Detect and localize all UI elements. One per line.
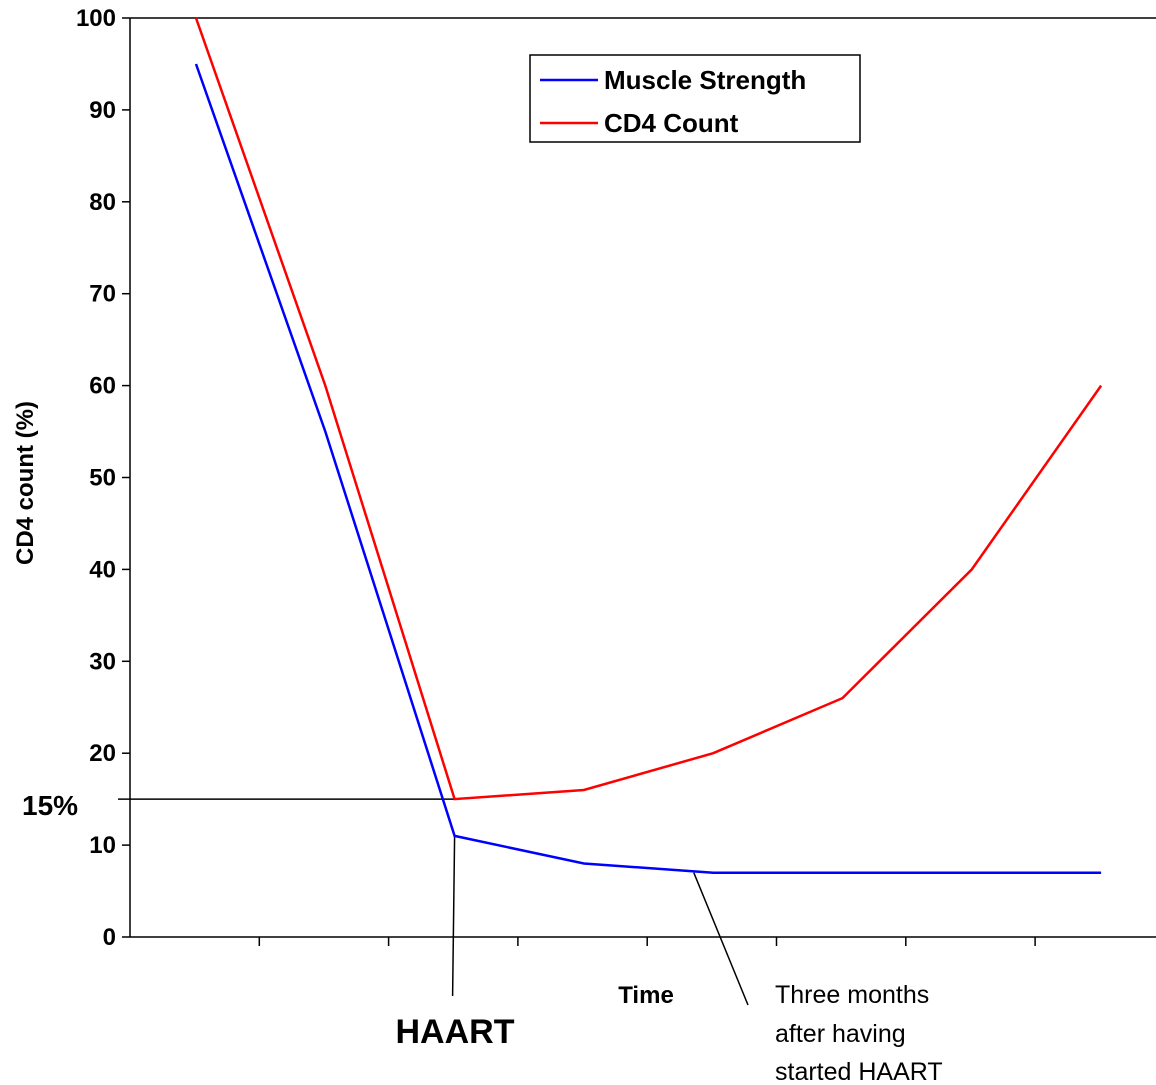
note-line-3: started HAART xyxy=(775,1058,943,1085)
y-ticks: 0 10 20 30 40 50 60 70 80 90 100 xyxy=(76,5,130,951)
y-tick-label-20: 20 xyxy=(89,740,116,767)
y-tick-label-60: 60 xyxy=(89,373,116,400)
haart-pointer-line xyxy=(451,835,456,997)
annotation-lines xyxy=(118,798,749,1006)
series-line-muscle-strength xyxy=(194,63,1102,874)
x-ticks xyxy=(258,937,1036,946)
threshold-label: 15% xyxy=(22,790,78,821)
y-tick-label-10: 10 xyxy=(89,832,116,859)
y-tick-label-0: 0 xyxy=(103,924,116,951)
legend: Muscle Strength CD4 Count xyxy=(529,54,861,143)
y-axis-title: CD4 count (%) xyxy=(12,401,39,565)
note-line-2: after having xyxy=(775,1020,906,1048)
y-tick-label-100: 100 xyxy=(76,5,116,32)
series-group xyxy=(194,17,1103,874)
x-axis-title: Time xyxy=(618,982,674,1009)
note-line-1: Three months xyxy=(775,981,929,1009)
haart-label: HAART xyxy=(396,1013,515,1051)
y-tick-label-80: 80 xyxy=(89,189,116,216)
legend-label-muscle-strength: Muscle Strength xyxy=(604,65,806,95)
y-tick-label-50: 50 xyxy=(89,465,116,492)
note-pointer-line xyxy=(693,872,749,1006)
y-tick-label-30: 30 xyxy=(89,648,116,675)
y-tick-label-40: 40 xyxy=(89,556,116,583)
y-tick-label-90: 90 xyxy=(89,97,116,124)
legend-box xyxy=(529,54,861,143)
y-tick-label-70: 70 xyxy=(89,281,116,308)
legend-label-cd4-count: CD4 Count xyxy=(604,108,739,138)
series-line-cd4-count xyxy=(194,17,1103,801)
